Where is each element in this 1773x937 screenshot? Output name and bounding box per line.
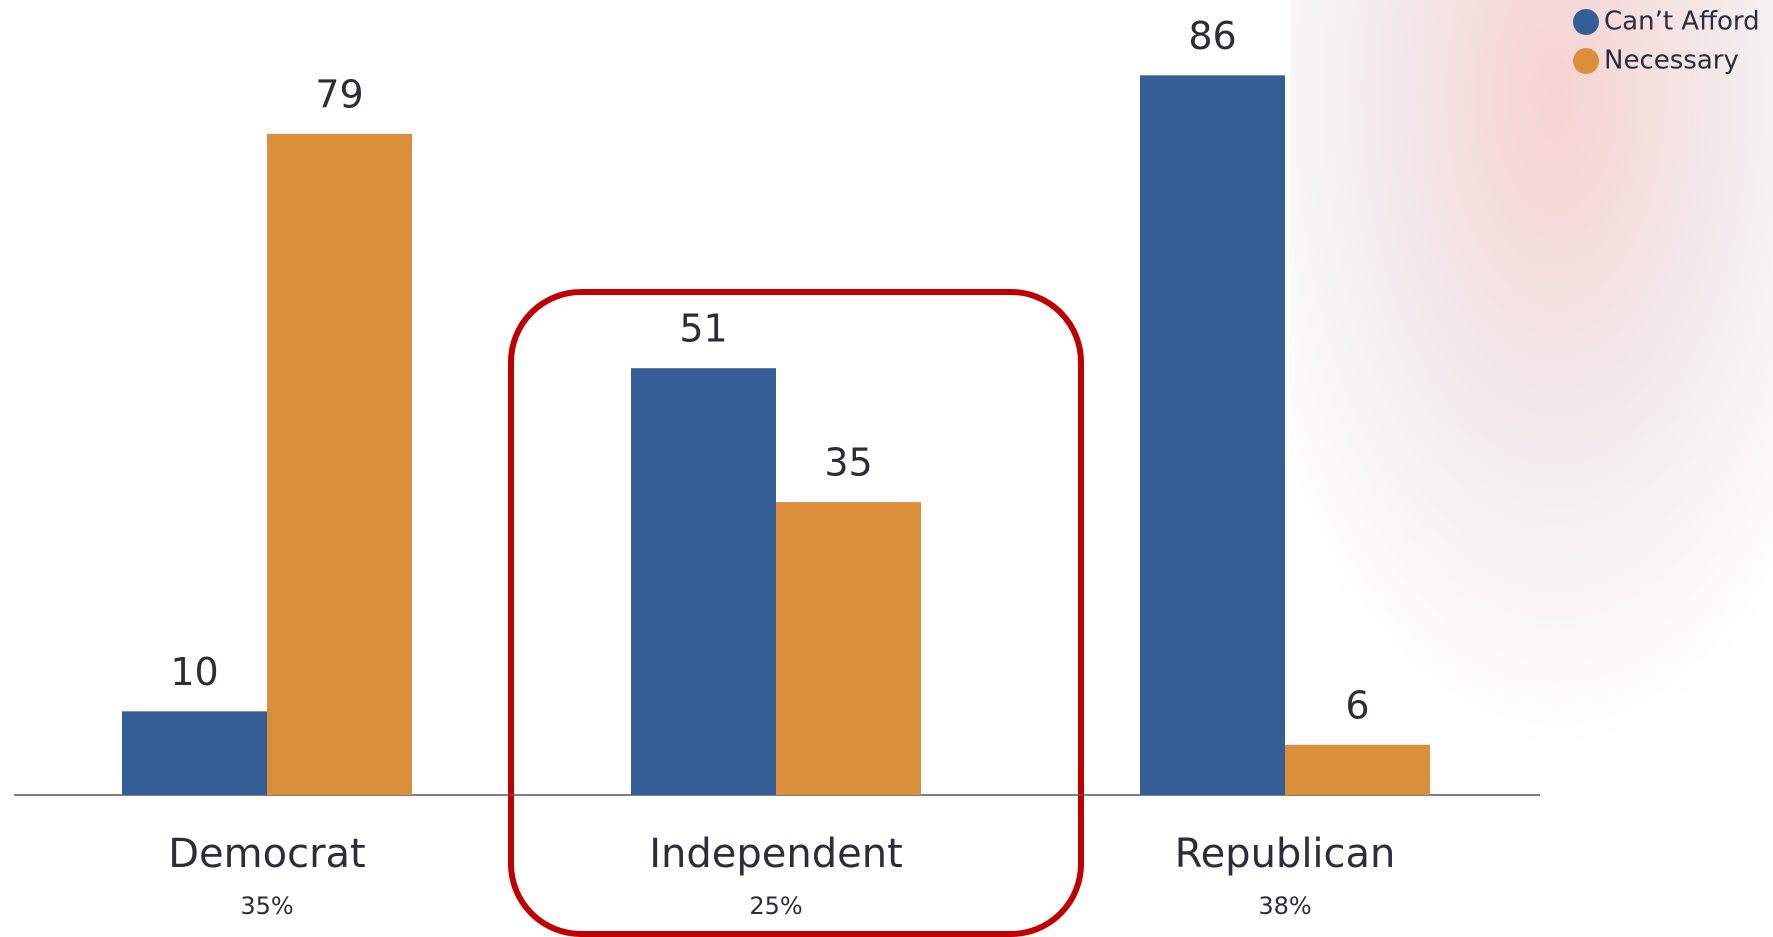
category-note: 38% <box>1258 892 1311 920</box>
value-label: 6 <box>1345 683 1369 727</box>
value-label: 51 <box>679 307 727 351</box>
bar <box>122 711 267 795</box>
legend-label: Necessary <box>1604 46 1739 76</box>
x-tick-label: Democrat <box>168 831 365 877</box>
bar <box>776 502 921 795</box>
x-tick-label: Republican <box>1175 831 1396 877</box>
legend-marker <box>1573 9 1599 35</box>
highlight-box <box>508 289 1084 937</box>
category-note: 25% <box>749 892 802 920</box>
x-tick-label: Independent <box>649 831 903 877</box>
value-label: 35 <box>824 441 872 485</box>
bar <box>1140 75 1285 795</box>
background-decoration <box>1290 0 1773 937</box>
bar <box>631 368 776 795</box>
value-label: 86 <box>1188 14 1236 58</box>
legend-marker <box>1573 48 1599 74</box>
value-label: 10 <box>170 650 218 694</box>
category-note: 35% <box>240 892 293 920</box>
bar <box>1285 744 1430 795</box>
legend-label: Can’t Afford <box>1604 7 1760 37</box>
bar <box>267 133 412 796</box>
value-label: 79 <box>315 72 363 116</box>
